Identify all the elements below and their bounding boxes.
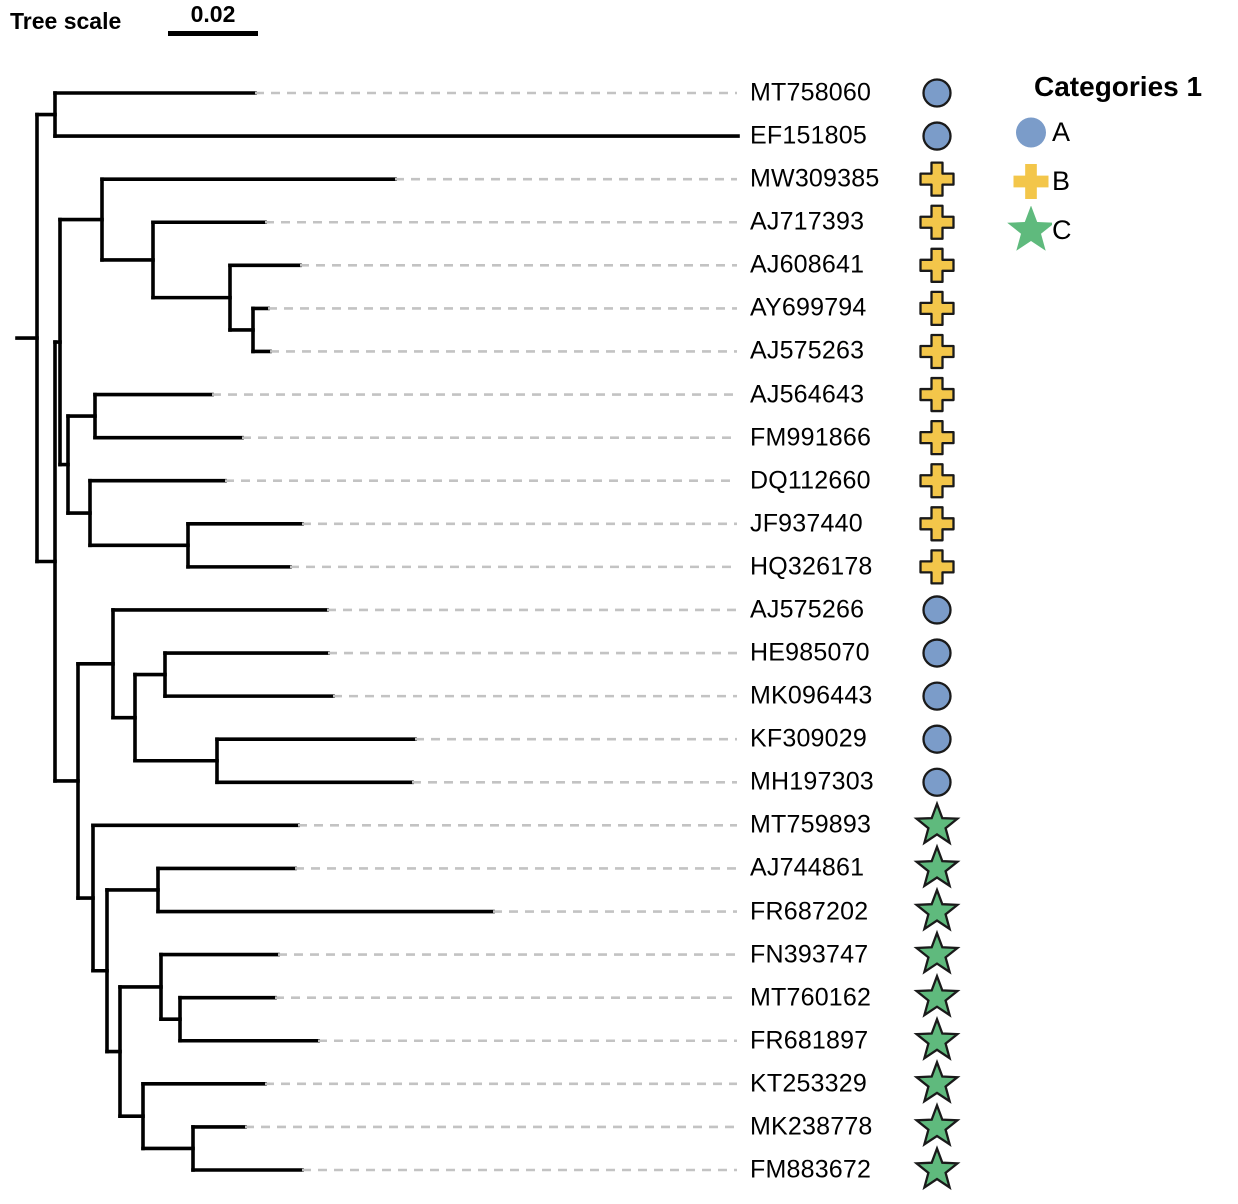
leaf-label[interactable]: KT253329 (750, 1069, 867, 1098)
leaf-label[interactable]: FR687202 (750, 897, 869, 926)
legend-title: Categories 1 (1034, 71, 1203, 102)
tree-scale-label: Tree scale (10, 8, 122, 34)
leaf-label[interactable]: DQ112660 (750, 466, 871, 495)
leaf-symbol-circle-icon[interactable] (922, 595, 952, 625)
leaf-symbol-cross-icon[interactable] (919, 290, 955, 327)
legend-symbol-cell (1016, 117, 1046, 148)
leaf-symbol-star-icon[interactable] (913, 1016, 961, 1061)
leaf-label[interactable]: HQ326178 (750, 552, 873, 581)
leaf-symbol-star-icon[interactable] (913, 972, 961, 1018)
leaf-label[interactable]: FM991866 (750, 423, 872, 452)
leaf-label[interactable]: MH197303 (750, 767, 874, 796)
tree-scale-bar (168, 31, 258, 36)
leaf-label[interactable]: AJ564643 (750, 380, 865, 409)
leaf-symbol-cross-icon[interactable] (919, 333, 955, 370)
leaf-symbol-cross-icon[interactable] (919, 376, 955, 413)
leaf-label[interactable]: AY699794 (750, 293, 867, 322)
leaf-symbol-star-icon[interactable] (913, 886, 961, 932)
leaf-label[interactable]: MK238778 (750, 1112, 873, 1141)
legend-item-c: C (1004, 206, 1234, 255)
leaf-symbol-cross-icon[interactable] (919, 506, 955, 542)
leaf-symbol-cross-icon[interactable] (919, 247, 955, 283)
leaf-symbol-star-icon[interactable] (913, 929, 961, 975)
leaf-label[interactable]: MT758060 (750, 78, 872, 107)
leaf-label[interactable]: MK096443 (750, 681, 873, 710)
leaf-label[interactable]: AJ575266 (750, 595, 865, 624)
leaf-symbol-cross-icon[interactable] (919, 463, 955, 499)
legend-item-label: C (1052, 215, 1072, 245)
leaf-label[interactable]: AJ744861 (750, 853, 865, 882)
leaf-label[interactable]: MT760162 (750, 983, 872, 1012)
leaf-symbol-cross-icon[interactable] (919, 204, 955, 240)
legend-symbol-circle-icon (1016, 117, 1046, 148)
tree-scale-value: 0.02 (190, 1, 236, 27)
leaf-label[interactable]: JF937440 (750, 509, 863, 538)
legend-item-label: B (1052, 166, 1071, 196)
leaf-symbol-star-icon[interactable] (913, 843, 961, 889)
leaf-label[interactable]: AJ575263 (750, 336, 865, 365)
leaf-symbol-cross-icon[interactable] (919, 549, 955, 585)
legend-symbol-star-icon (1007, 206, 1052, 251)
leaf-symbol-star-icon[interactable] (913, 1102, 961, 1147)
leaf-label[interactable]: AJ717393 (750, 207, 865, 236)
leaf-label[interactable]: EF151805 (750, 121, 867, 150)
leaf-label[interactable]: AJ608641 (750, 250, 865, 279)
leaf-symbol-circle-icon[interactable] (922, 724, 952, 754)
leaf-symbol-cross-icon[interactable] (919, 161, 955, 197)
legend-item-b: B (1004, 157, 1234, 206)
leaf-symbol-cross-icon[interactable] (919, 419, 955, 456)
legend-symbol-cell (1013, 164, 1049, 199)
leaf-symbol-circle-icon[interactable] (922, 78, 952, 108)
leaf-label[interactable]: FR681897 (750, 1026, 869, 1055)
leaf-symbol-circle-icon[interactable] (922, 121, 952, 151)
leaf-symbol-star-icon[interactable] (913, 800, 961, 846)
legend-item-a: A (1004, 108, 1234, 157)
legend-symbol-cross-icon (1013, 164, 1049, 199)
leaf-symbol-circle-icon[interactable] (922, 681, 952, 711)
leaf-symbol-circle-icon[interactable] (922, 767, 952, 797)
leaf-symbol-star-icon[interactable] (913, 1059, 961, 1104)
legend-symbol-cell (1007, 206, 1052, 251)
leaf-label[interactable]: MW309385 (750, 164, 880, 193)
leaf-symbol-star-icon[interactable] (913, 1145, 961, 1191)
legend-item-label: A (1052, 117, 1071, 147)
leaf-label[interactable]: HE985070 (750, 638, 870, 667)
leaf-symbol-circle-icon[interactable] (922, 638, 952, 668)
leaf-label[interactable]: FM883672 (750, 1155, 872, 1184)
leaf-label[interactable]: FN393747 (750, 940, 869, 969)
leaf-label[interactable]: KF309029 (750, 724, 867, 753)
leaf-label[interactable]: MT759893 (750, 810, 872, 839)
